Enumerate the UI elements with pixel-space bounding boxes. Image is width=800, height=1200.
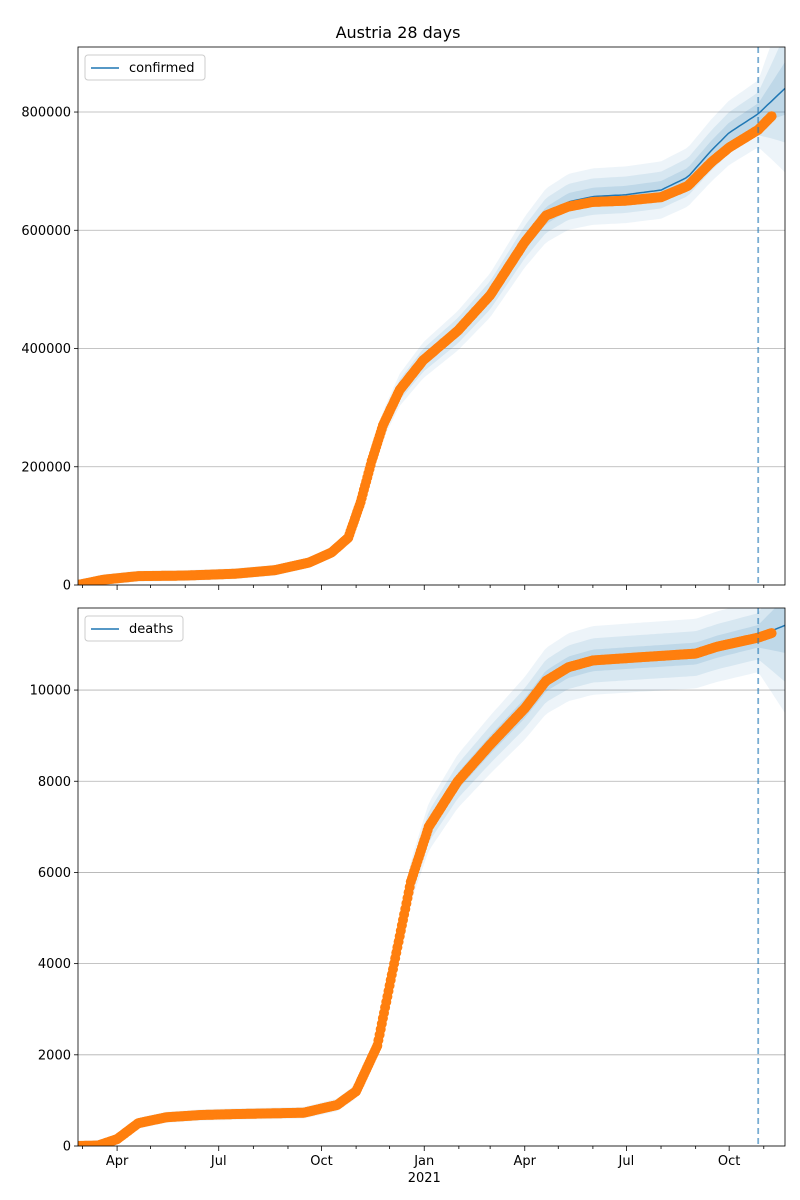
uncertainty-band: [78, 608, 785, 1146]
legend-label: deaths: [129, 622, 174, 637]
x-tick-label: Jul: [210, 1154, 227, 1169]
x-tick-sublabel: 2021: [408, 1171, 441, 1186]
data-point: [766, 111, 777, 122]
uncertainty-band: [78, 47, 785, 585]
x-tick-label: Oct: [310, 1154, 332, 1169]
deaths-panel: 0 2000 4000 6000 8000 10000 Apr Jul Oct Jan Apr Jul…: [30, 607, 786, 1186]
data-point: [766, 628, 777, 639]
uncertainty-bands: [78, 608, 785, 1146]
uncertainty-band: [78, 608, 785, 1146]
uncertainty-bands: [78, 47, 785, 585]
observed-points: [78, 111, 777, 585]
confirmed-panel: 0 200000 400000 600000 800000 confirmed: [21, 46, 786, 594]
x-tick-label: Apr: [514, 1154, 537, 1169]
x-tick-label: Jan: [413, 1154, 434, 1169]
legend: deaths: [84, 615, 184, 642]
axes-frame: [77, 46, 786, 586]
axes-frame: [77, 607, 786, 1147]
y-tick-label: 800000: [21, 106, 71, 121]
y-tick-label: 600000: [21, 224, 71, 239]
observed-points: [78, 628, 777, 1146]
y-tick-label: 2000: [38, 1048, 71, 1063]
legend-box: [84, 615, 184, 642]
y-tick-label: 400000: [21, 342, 71, 357]
y-tick-label: 0: [63, 579, 71, 594]
y-tick-label: 10000: [30, 684, 71, 699]
legend-box: [84, 54, 206, 81]
uncertainty-band: [78, 47, 785, 585]
legend-label: confirmed: [129, 61, 195, 76]
x-tick-label: Oct: [718, 1154, 740, 1169]
y-tick-label: 8000: [38, 775, 71, 790]
y-tick-label: 6000: [38, 866, 71, 881]
uncertainty-band: [78, 61, 785, 585]
y-tick-label: 200000: [21, 460, 71, 475]
x-tick-label: Apr: [106, 1154, 129, 1169]
x-tick-label: Jul: [618, 1154, 635, 1169]
y-tick-label: 4000: [38, 957, 71, 972]
y-tick-label: 0: [63, 1140, 71, 1155]
chart-title: Austria 28 days: [336, 23, 461, 42]
legend: confirmed: [84, 54, 206, 81]
